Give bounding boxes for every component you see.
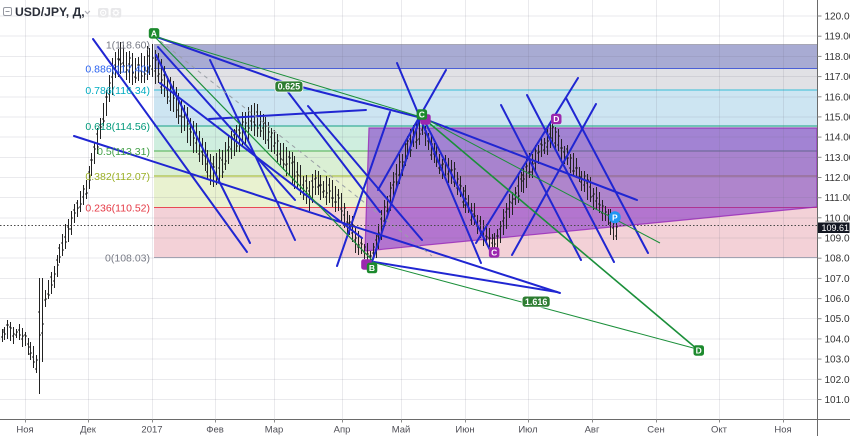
svg-text:P: P xyxy=(612,212,618,222)
svg-text:Май: Май xyxy=(392,425,411,436)
svg-text:112.00: 112.00 xyxy=(825,173,850,184)
svg-text:C: C xyxy=(419,110,425,120)
svg-text:0.618(114.56): 0.618(114.56) xyxy=(85,121,150,133)
svg-text:104.00: 104.00 xyxy=(825,334,850,345)
svg-text:117.00: 117.00 xyxy=(825,72,850,83)
svg-text:Фев: Фев xyxy=(206,425,224,436)
svg-text:0.236(110.52): 0.236(110.52) xyxy=(85,203,150,215)
svg-text:D: D xyxy=(696,346,702,356)
svg-text:Июл: Июл xyxy=(518,425,537,436)
svg-text:C: C xyxy=(491,247,497,257)
svg-text:107.00: 107.00 xyxy=(825,274,850,285)
svg-text:1(118.60): 1(118.60) xyxy=(106,40,150,52)
svg-text:120.00: 120.00 xyxy=(825,12,850,23)
svg-text:106.00: 106.00 xyxy=(825,294,850,305)
svg-text:102.00: 102.00 xyxy=(825,375,850,386)
svg-text:Мар: Мар xyxy=(265,425,284,436)
svg-text:USD/JPY, Д,: USD/JPY, Д, xyxy=(15,5,85,19)
svg-text:0(108.03): 0(108.03) xyxy=(105,253,150,265)
svg-text:118.00: 118.00 xyxy=(825,52,850,63)
svg-text:108.00: 108.00 xyxy=(825,254,850,265)
svg-text:0.786(116.34): 0.786(116.34) xyxy=(85,85,150,97)
svg-text:109.00: 109.00 xyxy=(825,234,850,245)
svg-text:2017: 2017 xyxy=(141,425,162,436)
svg-text:0.625: 0.625 xyxy=(278,82,301,92)
svg-text:Ноя: Ноя xyxy=(774,425,791,436)
svg-text:0.5(113.31): 0.5(113.31) xyxy=(97,146,150,158)
svg-text:111.00: 111.00 xyxy=(825,193,850,204)
svg-text:Июн: Июн xyxy=(455,425,474,436)
svg-text:D: D xyxy=(553,114,559,124)
svg-text:Апр: Апр xyxy=(334,425,351,436)
svg-text:119.00: 119.00 xyxy=(825,32,850,43)
svg-text:1.616: 1.616 xyxy=(525,297,548,307)
svg-text:116.00: 116.00 xyxy=(825,92,850,103)
svg-text:Сен: Сен xyxy=(647,425,664,436)
svg-text:115.00: 115.00 xyxy=(825,112,850,123)
svg-text:0.382(112.07): 0.382(112.07) xyxy=(85,171,150,183)
svg-text:Дек: Дек xyxy=(80,425,97,436)
svg-text:105.00: 105.00 xyxy=(825,314,850,325)
svg-text:110.00: 110.00 xyxy=(825,213,850,224)
svg-text:101.00: 101.00 xyxy=(825,395,850,406)
svg-text:B: B xyxy=(369,263,375,273)
svg-text:109.61: 109.61 xyxy=(822,223,850,233)
svg-text:A: A xyxy=(151,28,157,38)
svg-text:113.00: 113.00 xyxy=(825,153,850,164)
svg-text:103.00: 103.00 xyxy=(825,355,850,366)
svg-text:0.886(117.40): 0.886(117.40) xyxy=(85,64,150,76)
svg-text:114.00: 114.00 xyxy=(825,133,850,144)
svg-text:Окт: Окт xyxy=(711,425,728,436)
svg-text:Авг: Авг xyxy=(585,425,600,436)
svg-text:Ноя: Ноя xyxy=(16,425,33,436)
